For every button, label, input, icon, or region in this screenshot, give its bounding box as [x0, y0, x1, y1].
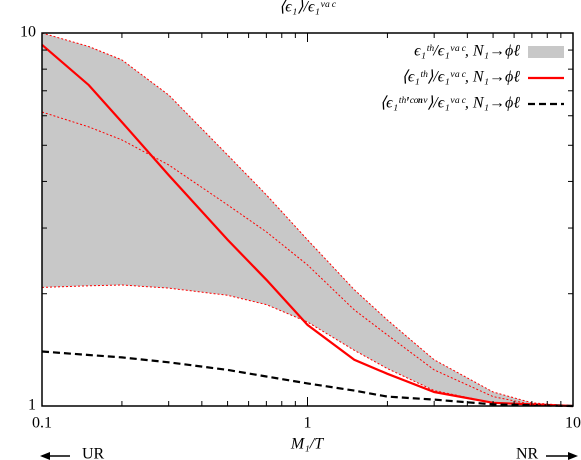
legend-label: ⟨ϵ₁ᵗʰ'ᶜᵒⁿᵛ⟩/ϵ₁ᵛᵃᶜ, N₁→ϕℓ [380, 95, 520, 112]
ur-note: UR [40, 446, 105, 460]
x-tick-label: 10 [565, 415, 581, 432]
band [42, 33, 573, 406]
band-edge [41, 32, 574, 407]
plot-area [41, 32, 574, 408]
x-tick-label: 1 [304, 415, 312, 432]
legend-label: ⟨ϵ₁ᵗʰ⟩/ϵ₁ᵛᵃᶜ, N₁→ϕℓ [402, 69, 521, 86]
x-tick-label: 0.1 [32, 415, 52, 432]
annotation: UR [82, 446, 105, 460]
annotation: NR [516, 446, 539, 460]
y-tick-label: 10 [20, 24, 36, 41]
legend-label: ϵ₁ᵗʰ/ϵ₁ᵛᵃᶜ, N₁→ϕℓ [414, 43, 520, 60]
chart-title: ⟨ϵ₁⟩/ϵ₁ᵛᵃᶜ [279, 0, 337, 16]
x-axis-label: M₁/T [290, 436, 324, 453]
legend-swatch [528, 46, 564, 58]
nr-note: NR [516, 446, 578, 460]
legend: ϵ₁ᵗʰ/ϵ₁ᵛᵃᶜ, N₁→ϕℓ ⟨ϵ₁ᵗʰ⟩/ϵ₁ᵛᵃᶜ, N₁→ϕℓ ⟨ϵ₁ᵗ… [380, 43, 564, 112]
y-tick-label: 1 [28, 397, 36, 414]
series-line [41, 111, 574, 407]
